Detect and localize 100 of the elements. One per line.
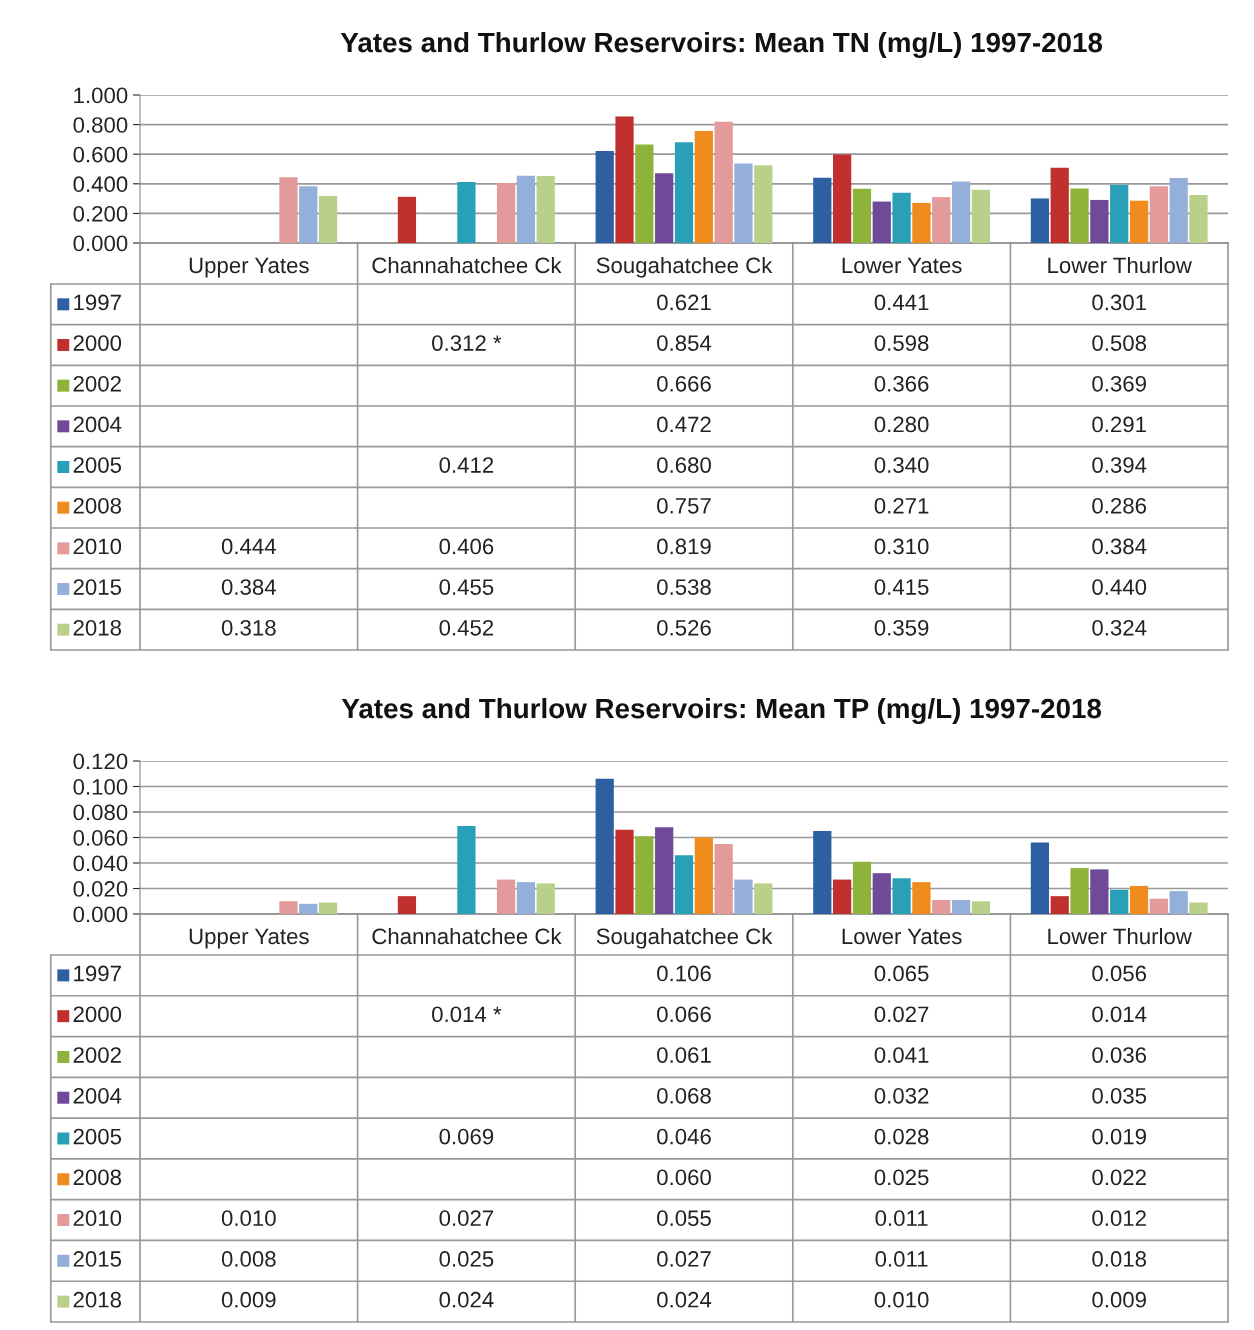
bar xyxy=(813,831,832,914)
legend-label: 1997 xyxy=(74,965,121,982)
bar xyxy=(397,896,417,914)
y-tick-label: 0.400 xyxy=(73,176,128,193)
bar xyxy=(1189,195,1208,243)
data-label: 0.312 * xyxy=(432,335,502,351)
bar xyxy=(318,902,338,914)
bar xyxy=(1169,177,1188,243)
y-tick-label: 0.000 xyxy=(73,906,128,923)
bar xyxy=(1070,868,1089,914)
legend-label: 2002 xyxy=(73,375,121,392)
data-label: 0.444 xyxy=(221,538,276,555)
data-label: 0.027 xyxy=(657,1251,711,1267)
bar xyxy=(951,899,971,914)
bar xyxy=(397,196,417,243)
data-label: 0.508 xyxy=(1092,335,1147,351)
data-label: 0.011 xyxy=(875,1210,928,1227)
data-label: 0.441 xyxy=(874,294,929,311)
bar xyxy=(714,843,733,914)
bar xyxy=(734,879,753,914)
bar xyxy=(1169,891,1188,914)
legend-label: 2004 xyxy=(73,416,122,433)
legend-label: 2008 xyxy=(73,497,122,514)
y-tick-label: 0.020 xyxy=(73,881,128,897)
data-label: 0.012 xyxy=(1092,1210,1146,1227)
x-tick-label: Channahatchee Ck xyxy=(372,256,562,274)
bar xyxy=(971,901,991,914)
data-label: 0.025 xyxy=(874,1169,929,1186)
x-tick-label: Lower Yates xyxy=(842,257,962,274)
bar xyxy=(1110,184,1129,243)
y-tick-label: 0.080 xyxy=(73,804,128,821)
bar xyxy=(615,829,634,914)
x-tick-label: Sougahatchee Ck xyxy=(596,256,773,278)
bar xyxy=(299,903,318,914)
data-label: 0.452 xyxy=(439,619,494,636)
bar xyxy=(595,151,614,243)
bar xyxy=(1149,898,1168,914)
data-label: 0.106 xyxy=(657,965,711,982)
bar xyxy=(635,836,654,914)
data-label: 0.022 xyxy=(1092,1169,1146,1186)
bar xyxy=(852,861,872,914)
bar xyxy=(457,826,476,914)
data-label: 0.056 xyxy=(1092,965,1147,982)
data-label: 0.066 xyxy=(657,1006,711,1023)
legend-label: 2008 xyxy=(73,1169,122,1186)
bar xyxy=(892,878,911,914)
data-label: 0.018 xyxy=(1092,1251,1147,1267)
bar xyxy=(892,192,911,243)
bar xyxy=(833,879,852,914)
data-label: 0.010 xyxy=(874,1291,929,1308)
data-label: 0.024 xyxy=(657,1291,712,1308)
legend-label: 2018 xyxy=(73,1291,122,1308)
bar xyxy=(536,883,555,914)
legend-label: 2010 xyxy=(73,538,122,555)
data-label: 0.369 xyxy=(1092,375,1146,392)
legend-label: 1997 xyxy=(74,294,121,311)
bar xyxy=(734,163,753,243)
bar xyxy=(754,883,773,914)
data-label: 0.055 xyxy=(657,1210,711,1227)
data-label: 0.027 xyxy=(439,1210,494,1227)
bar xyxy=(912,882,931,914)
bar xyxy=(1129,885,1149,914)
legend-label: 2015 xyxy=(73,1251,122,1267)
y-tick-label: 0.120 xyxy=(73,753,128,770)
y-tick-label: 0.060 xyxy=(73,830,128,846)
y-tick-label: 0.200 xyxy=(73,205,128,222)
data-label: 0.014 * xyxy=(432,1006,502,1023)
bar xyxy=(833,154,852,243)
data-label: 0.415 xyxy=(874,579,929,595)
bar xyxy=(516,175,535,243)
data-label: 0.009 xyxy=(221,1291,276,1308)
legend-label: 2000 xyxy=(73,1006,122,1023)
data-label: 0.384 xyxy=(221,579,276,595)
data-label: 0.010 xyxy=(221,1210,276,1227)
data-label: 0.035 xyxy=(1092,1087,1147,1104)
y-tick-label: 0.000 xyxy=(73,235,128,252)
data-label: 0.384 xyxy=(1092,538,1147,555)
data-label: 0.065 xyxy=(874,965,929,982)
data-label: 0.412 xyxy=(439,457,494,473)
bar xyxy=(813,177,832,243)
bar xyxy=(674,855,694,914)
bar xyxy=(1189,902,1208,914)
bar xyxy=(536,176,555,243)
bar xyxy=(496,182,516,243)
bar xyxy=(1090,199,1109,243)
bar xyxy=(635,144,654,243)
bar xyxy=(457,182,476,243)
bar xyxy=(496,879,516,914)
bar xyxy=(279,901,298,914)
chart-title: Yates and Thurlow Reservoirs: Mean TP (mg/L) 1997-2018 xyxy=(341,697,1102,725)
data-label: 0.014 xyxy=(1092,1006,1147,1023)
bar xyxy=(279,177,298,243)
bar xyxy=(932,197,951,243)
data-label: 0.854 xyxy=(657,335,712,351)
bar xyxy=(754,165,773,243)
x-tick-label: Lower Yates xyxy=(842,928,962,945)
legend-label: 2015 xyxy=(73,579,122,595)
bar xyxy=(615,116,634,243)
data-label: 0.011 xyxy=(875,1251,928,1267)
data-label: 0.271 xyxy=(874,497,929,514)
